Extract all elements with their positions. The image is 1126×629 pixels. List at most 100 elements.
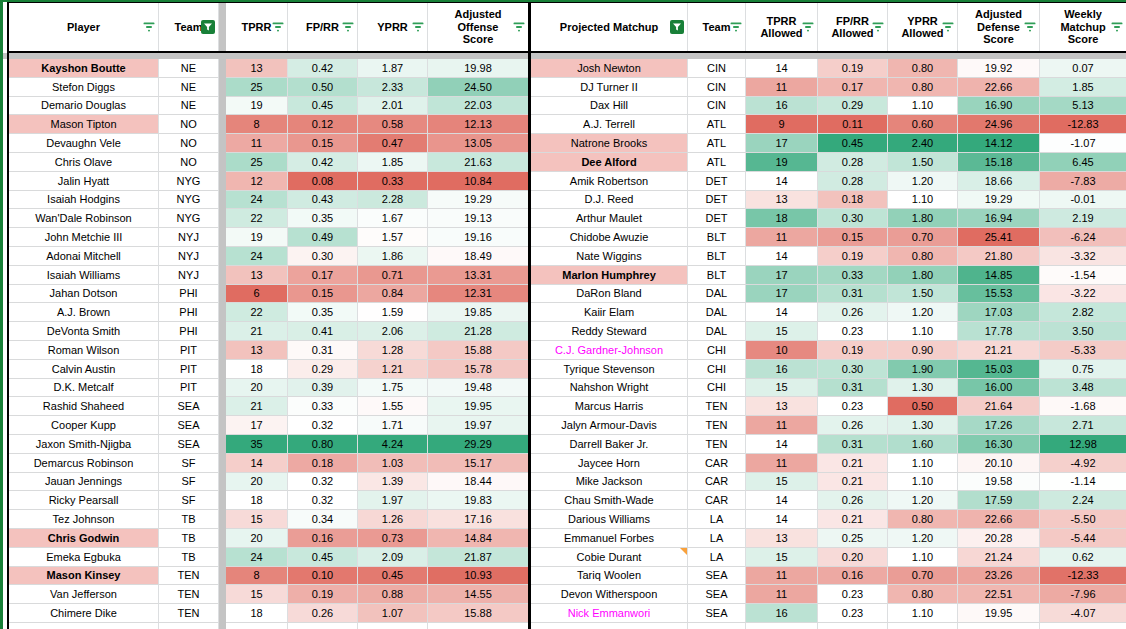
fprr-cell[interactable]: 0.35 (288, 303, 358, 322)
adjusted-defense-score-cell[interactable]: 19.95 (958, 604, 1040, 623)
player-cell[interactable]: Nahshon Wright (531, 379, 688, 398)
fprr-cell[interactable]: 0.29 (288, 360, 358, 379)
team-cell[interactable]: SEA (159, 435, 219, 454)
fprr-cell[interactable]: 0.15 (288, 134, 358, 153)
yprr-cell[interactable]: 1.71 (358, 416, 428, 435)
adjusted-offense-score-cell[interactable]: 12.13 (428, 115, 528, 134)
fprr-cell[interactable]: 0.15 (288, 285, 358, 304)
adjusted-defense-score-cell[interactable]: 14.12 (958, 134, 1040, 153)
adjusted-defense-score-cell[interactable]: 19.29 (958, 191, 1040, 210)
weekly-matchup-score-cell[interactable]: 2.19 (1040, 209, 1126, 228)
player-cell[interactable]: Darrell Baker Jr. (531, 435, 688, 454)
player-cell[interactable]: Wan'Dale Robinson (9, 209, 159, 228)
player-cell[interactable]: Tyrique Stevenson (531, 360, 688, 379)
yprr-cell[interactable]: 1.07 (358, 604, 428, 623)
tprr-allowed-cell[interactable]: 13 (746, 191, 818, 210)
adjusted-defense-score-cell[interactable]: 21.64 (958, 397, 1040, 416)
player-cell[interactable]: Chimere Dike (9, 604, 159, 623)
team-cell[interactable]: NYJ (159, 247, 219, 266)
yprr-cell[interactable]: 2.33 (358, 78, 428, 97)
team-cell[interactable]: TB (159, 529, 219, 548)
fprr-cell[interactable]: 0.17 (288, 266, 358, 285)
adjusted-offense-score-cell[interactable]: 19.85 (428, 303, 528, 322)
yprr-cell[interactable]: 1.26 (358, 510, 428, 529)
yprr-allowed-cell[interactable]: 1.50 (888, 285, 958, 304)
fprr-allowed-cell[interactable]: 0.45 (818, 134, 888, 153)
tprr-cell[interactable]: 17 (226, 416, 288, 435)
column-header-adjusted-offense-score[interactable]: Adjusted Offense Score (428, 3, 528, 51)
yprr-allowed-cell[interactable]: 1.10 (888, 548, 958, 567)
team-cell[interactable]: TB (159, 548, 219, 567)
tprr-cell[interactable]: 8 (226, 115, 288, 134)
player-cell[interactable]: John Metchie III (9, 228, 159, 247)
adjusted-offense-score-cell[interactable]: 21.63 (428, 153, 528, 172)
team-cell[interactable]: ATL (688, 134, 746, 153)
fprr-allowed-cell[interactable]: 0.31 (818, 435, 888, 454)
yprr-cell[interactable]: 2.06 (358, 322, 428, 341)
player-cell[interactable]: Dax Hill (531, 97, 688, 116)
player-cell[interactable]: Darious Williams (531, 510, 688, 529)
filter-icon[interactable] (942, 22, 954, 33)
tprr-allowed-cell[interactable]: 13 (746, 397, 818, 416)
player-cell[interactable]: Isaiah Williams (9, 266, 159, 285)
player-cell[interactable]: Calvin Austin (9, 360, 159, 379)
adjusted-defense-score-cell[interactable]: 19.58 (958, 473, 1040, 492)
tprr-allowed-cell[interactable]: 19 (746, 153, 818, 172)
fprr-cell[interactable]: 0.12 (288, 115, 358, 134)
weekly-matchup-score-cell[interactable]: 0.07 (1040, 59, 1126, 78)
column-header-fprr[interactable]: FP/RR (288, 3, 358, 51)
team-cell[interactable]: PHI (159, 322, 219, 341)
tprr-allowed-cell[interactable]: 15 (746, 379, 818, 398)
filter-icon[interactable] (513, 22, 525, 33)
weekly-matchup-score-cell[interactable]: -5.44 (1040, 529, 1126, 548)
team-cell[interactable]: TEN (688, 435, 746, 454)
tprr-allowed-cell[interactable]: 11 (746, 567, 818, 586)
column-header-tprr-allowed[interactable]: TPRR Allowed (746, 3, 818, 51)
weekly-matchup-score-cell[interactable]: 2.24 (1040, 491, 1126, 510)
adjusted-offense-score-cell[interactable]: 10.84 (428, 172, 528, 191)
tprr-allowed-cell[interactable]: 10 (746, 341, 818, 360)
fprr-allowed-cell[interactable]: 0.30 (818, 209, 888, 228)
team-cell[interactable]: SF (159, 454, 219, 473)
tprr-cell[interactable]: 35 (226, 435, 288, 454)
adjusted-offense-score-cell[interactable]: 19.13 (428, 209, 528, 228)
tprr-cell[interactable]: 13 (226, 266, 288, 285)
fprr-allowed-cell[interactable]: 0.21 (818, 473, 888, 492)
player-cell[interactable]: Natrone Brooks (531, 134, 688, 153)
adjusted-offense-score-cell[interactable]: 22.03 (428, 97, 528, 116)
fprr-allowed-cell[interactable]: 0.26 (818, 416, 888, 435)
player-cell[interactable]: Jahan Dotson (9, 285, 159, 304)
fprr-cell[interactable]: 0.39 (288, 379, 358, 398)
team-cell[interactable]: BLT (688, 266, 746, 285)
weekly-matchup-score-cell[interactable]: 0.62 (1040, 548, 1126, 567)
player-cell[interactable]: Dee Alford (531, 153, 688, 172)
yprr-allowed-cell[interactable]: 1.10 (888, 322, 958, 341)
adjusted-offense-score-cell[interactable]: 19.97 (428, 416, 528, 435)
player-cell[interactable]: Ricky Pearsall (9, 491, 159, 510)
player-cell[interactable]: Jaycee Horn (531, 454, 688, 473)
team-cell[interactable]: ATL (688, 153, 746, 172)
adjusted-offense-score-cell[interactable]: 10.93 (428, 567, 528, 586)
filter-icon[interactable] (143, 22, 155, 33)
adjusted-offense-score-cell[interactable]: 19.16 (428, 228, 528, 247)
player-cell[interactable]: Amik Robertson (531, 172, 688, 191)
adjusted-defense-score-cell[interactable]: 25.41 (958, 228, 1040, 247)
team-cell[interactable]: CIN (688, 97, 746, 116)
adjusted-offense-score-cell[interactable]: 19.29 (428, 191, 528, 210)
tprr-cell[interactable]: 8 (226, 567, 288, 586)
adjusted-defense-score-cell[interactable]: 20.10 (958, 454, 1040, 473)
yprr-cell[interactable]: 1.87 (358, 59, 428, 78)
adjusted-defense-score-cell[interactable]: 15.03 (958, 360, 1040, 379)
yprr-allowed-cell[interactable]: 1.10 (888, 604, 958, 623)
team-cell[interactable]: NYG (159, 209, 219, 228)
column-header-fprr-allowed[interactable]: FP/RR Allowed (818, 3, 888, 51)
weekly-matchup-score-cell[interactable]: -3.22 (1040, 285, 1126, 304)
adjusted-defense-score-cell[interactable]: 17.03 (958, 303, 1040, 322)
adjusted-defense-score-cell[interactable]: 22.51 (958, 585, 1040, 604)
fprr-allowed-cell[interactable]: 0.30 (818, 360, 888, 379)
adjusted-offense-score-cell[interactable]: 19.98 (428, 59, 528, 78)
yprr-cell[interactable]: 1.85 (358, 153, 428, 172)
team-cell[interactable]: LA (688, 529, 746, 548)
weekly-matchup-score-cell[interactable]: 3.48 (1040, 379, 1126, 398)
adjusted-offense-score-cell[interactable]: 13.05 (428, 134, 528, 153)
